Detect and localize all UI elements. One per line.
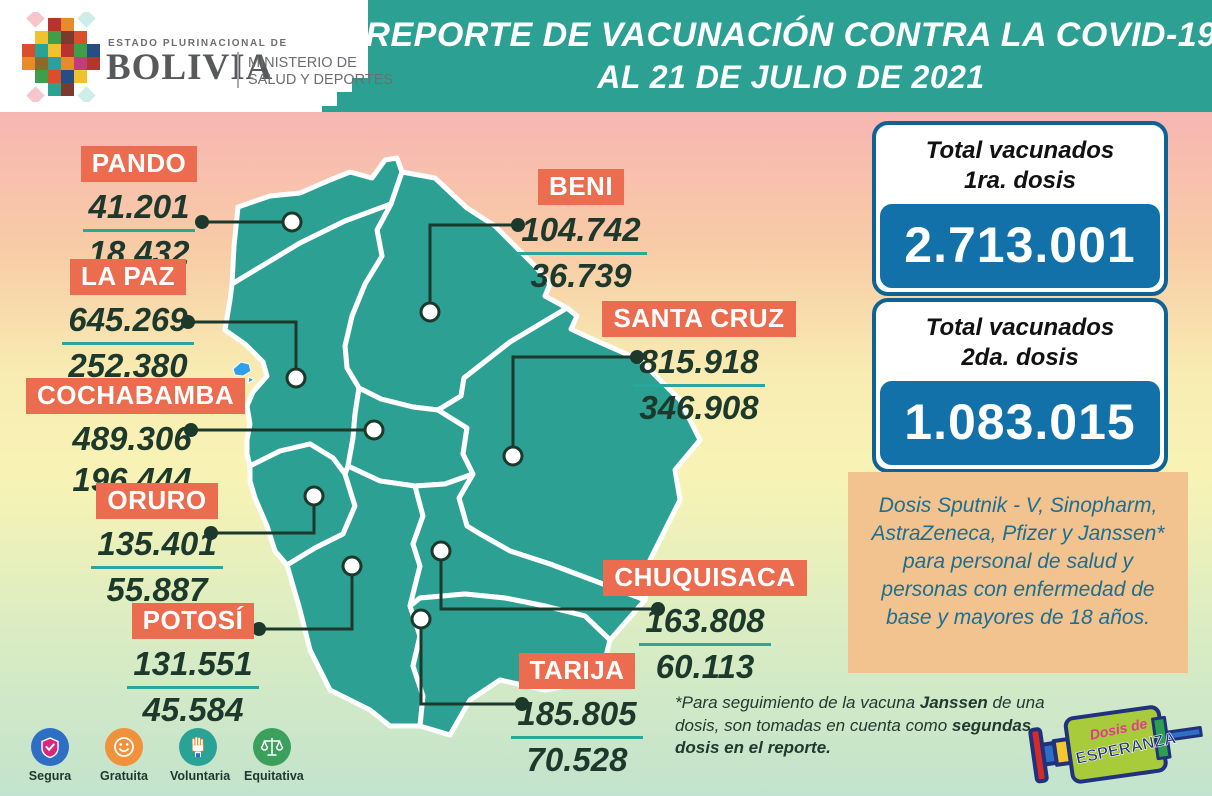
total-dose2-value: 1.083.015 [880, 381, 1160, 465]
value-voluntaria: Voluntaria [170, 728, 231, 783]
value-label: Gratuita [100, 769, 148, 783]
vaccine-types-note: Dosis Sputnik - V, Sinopharm, AstraZenec… [848, 472, 1188, 673]
dept-dose1-value: 815.918 [633, 344, 765, 387]
vaccine-values-row: Segura Gratuita [22, 728, 304, 783]
dept-dose2-value: 252.380 [68, 346, 188, 384]
header-step-decoration [322, 106, 338, 112]
dept-dose2-value: 60.113 [655, 647, 755, 685]
total-title-line2: 2da. dosis [961, 344, 1079, 371]
dept-tarija: TARIJA 185.805 70.528 [477, 653, 677, 777]
lake-titicaca [232, 361, 256, 384]
dept-name-badge: CHUQUISACA [603, 560, 807, 596]
bolivia-coat-of-arms-icon [22, 12, 100, 102]
dept-potosi: POTOSÍ 131.551 45.584 [93, 603, 293, 727]
dept-santa-cruz: SANTA CRUZ 815.918 346.908 [593, 301, 805, 425]
dept-oruro: ORURO 135.401 55.887 [57, 483, 257, 607]
dept-name-badge: COCHABAMBA [26, 378, 246, 414]
dept-name-badge: POTOSÍ [131, 603, 255, 639]
ministry-label: MINISTERIO DE SALUD Y DEPORTES [248, 55, 393, 90]
total-dose2-card: Total vacunados 2da. dosis 1.083.015 [872, 298, 1168, 473]
dept-la-paz: LA PAZ 645.269 252.380 [28, 259, 228, 383]
header-divider [237, 52, 239, 88]
dept-name-badge: PANDO [80, 146, 198, 182]
raised-hand-icon [192, 736, 204, 757]
total-dose1-value: 2.713.001 [880, 204, 1160, 288]
dept-dose1-value: 489.306 [72, 420, 192, 457]
header-step-decoration [352, 78, 369, 112]
header-title-band [368, 0, 1212, 112]
ministry-line1: MINISTERIO DE [248, 55, 357, 71]
dept-name-badge: ORURO [96, 483, 218, 519]
value-equitativa: Equitativa [244, 728, 304, 783]
footnote-part2: de una dosis, son tomadas en cuenta como [675, 693, 1045, 735]
dept-dose1-value: 135.401 [91, 526, 223, 569]
dept-dose1-value: 104.742 [515, 212, 647, 255]
dept-name-badge: BENI [537, 169, 625, 205]
dept-dose1-value: 185.805 [511, 696, 643, 739]
dept-chuquisaca: CHUQUISACA 163.808 60.113 [599, 560, 811, 684]
dept-name-badge: TARIJA [518, 653, 636, 689]
value-segura: Segura [22, 728, 78, 783]
ministry-line2: SALUD Y DEPORTES [248, 72, 394, 89]
value-label: Segura [28, 769, 72, 783]
title-line2: AL 21 DE JULIO DE 2021 [597, 59, 985, 95]
total-dose1-card: Total vacunados 1ra. dosis 2.713.001 [872, 121, 1168, 296]
total-dose2-title: Total vacunados 2da. dosis [880, 306, 1160, 381]
smiley-icon [114, 737, 134, 757]
dept-dose2-value: 45.584 [142, 690, 244, 728]
footnote-bold2: segundas dosis en el reporte. [675, 715, 1032, 758]
dept-dose2-value: 55.887 [106, 570, 208, 608]
shield-check-icon [41, 737, 59, 759]
value-label: Voluntaria [170, 769, 231, 783]
dept-dose1-value: 131.551 [127, 646, 259, 689]
bolivia-wordmark: BOLIVIA [106, 47, 274, 88]
janssen-footnote: *Para seguimiento de la vacuna Janssen d… [675, 692, 1047, 760]
total-title-line1: Total vacunados [925, 137, 1115, 164]
dosis-de-esperanza-logo: Dosis de ESPERANZA [1028, 705, 1203, 784]
poster-title: REPORTE DE VACUNACIÓN CONTRA LA COVID-19… [365, 0, 1212, 112]
total-dose1-title: Total vacunados 1ra. dosis [880, 129, 1160, 204]
title-line1: REPORTE DE VACUNACIÓN CONTRA LA COVID-19 [365, 16, 1212, 54]
header-step-decoration [337, 92, 353, 112]
value-label: Equitativa [244, 769, 304, 783]
dept-dose2-value: 70.528 [526, 740, 628, 778]
dept-dose1-value: 645.269 [62, 302, 194, 345]
dept-dose2-value: 346.908 [639, 388, 759, 426]
value-gratuita: Gratuita [96, 728, 152, 783]
dept-name-badge: LA PAZ [70, 259, 186, 295]
map-point-dots [281, 211, 524, 630]
leader-lines [188, 220, 658, 706]
estado-plurinacional-label: ESTADO PLURINACIONAL DE [108, 38, 288, 49]
dept-dose1-value: 163.808 [639, 603, 771, 646]
balance-scales-icon [260, 737, 284, 756]
total-title-line1: Total vacunados [925, 314, 1115, 341]
dept-beni: BENI 104.742 36.739 [481, 169, 681, 293]
dept-dose1-value: 41.201 [82, 189, 196, 232]
dept-dose2-value: 36.739 [530, 256, 632, 294]
dept-cochabamba: COCHABAMBA 489.306 196.444 [26, 378, 246, 497]
dept-name-badge: SANTA CRUZ [602, 301, 796, 337]
dept-pando: PANDO 41.201 18.432 [39, 146, 239, 270]
footnote-part1: *Para seguimiento de la vacuna [675, 693, 920, 712]
leader-text-dots [181, 215, 665, 711]
footnote-bold1: Janssen [919, 693, 988, 712]
total-title-line2: 1ra. dosis [963, 167, 1077, 194]
